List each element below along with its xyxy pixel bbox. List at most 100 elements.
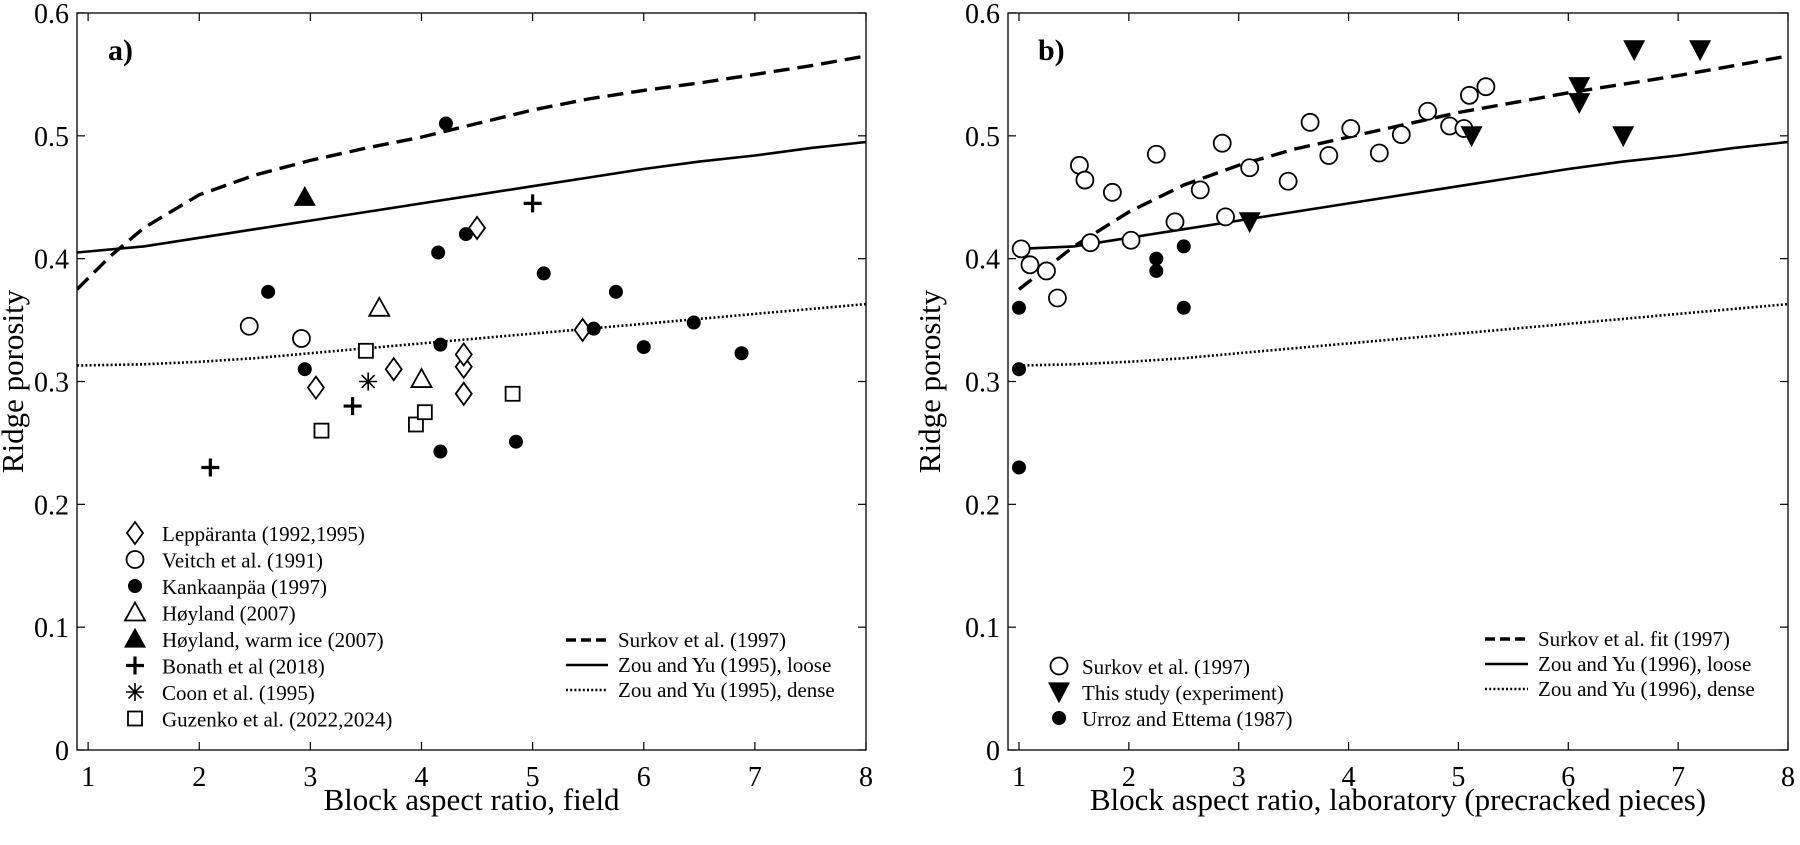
legend-entry-label: Surkov et al. (1997): [1082, 655, 1250, 679]
y-tick-label: 0.1: [34, 613, 69, 644]
x-tick-label: 6: [637, 762, 651, 793]
legend-entry-label: Høyland, warm ice (2007): [162, 628, 384, 652]
y-tick-label: 0.6: [965, 0, 1000, 30]
legend-entry-label: Zou and Yu (1996), loose: [1538, 652, 1751, 676]
legend-entry-label: Bonath et al (2018): [162, 655, 325, 679]
data-point: [313, 422, 330, 439]
data-point: [536, 266, 551, 281]
legend-entry-label: Zou and Yu (1996), dense: [1538, 677, 1755, 701]
y-tick-label: 0: [986, 736, 1000, 767]
data-point: [1300, 112, 1320, 132]
series-veitch-et-al-1991: [239, 316, 311, 348]
legend-marker: [123, 600, 147, 622]
data-point: [1240, 158, 1260, 178]
data-point: [1011, 239, 1031, 259]
y-tick-label: 0.2: [34, 490, 69, 521]
series-kankaanpaa-1997: [261, 116, 749, 459]
data-point: [1623, 40, 1646, 62]
curve-zou-and-yu-1996-loose: [1018, 140, 1788, 251]
data-point: [1149, 263, 1164, 278]
legend-entry-label: Surkov et al. (1997): [618, 628, 786, 652]
data-point: [1037, 261, 1056, 281]
data-point: [1238, 212, 1261, 234]
data-point: [358, 342, 374, 359]
data-point: [1391, 125, 1411, 145]
data-point: [1165, 212, 1185, 232]
legend-marker: [125, 520, 145, 546]
data-point: [523, 194, 542, 213]
series-urroz-and-ettema-1987: [1011, 239, 1191, 475]
legend-points: Surkov et al. (1997)This study (experime…: [1048, 655, 1293, 731]
series-coon-et-al-1995: [359, 372, 378, 391]
data-point: [1102, 182, 1122, 202]
data-point: [504, 385, 521, 402]
data-point: [343, 397, 362, 416]
legend-marker: [123, 627, 147, 648]
x-tick-label: 1: [1012, 762, 1026, 793]
x-tick-label: 8: [859, 762, 873, 793]
data-point: [1190, 180, 1210, 200]
x-tick-label: 3: [303, 762, 317, 793]
x-tick-label: 2: [192, 762, 206, 793]
legend-entry-label: Surkov et al. fit (1997): [1538, 627, 1730, 651]
y-tick-label: 0.4: [965, 245, 1000, 276]
data-point: [433, 337, 448, 352]
data-point: [608, 284, 623, 299]
data-point: [1080, 233, 1100, 253]
data-point: [734, 346, 749, 361]
series-surkov-et-al-1997: [1011, 77, 1496, 308]
data-point: [1176, 300, 1191, 315]
curve-zou-and-yu-1995-loose: [77, 140, 866, 254]
legend-marker: [126, 656, 144, 675]
data-point: [1216, 207, 1235, 227]
data-point: [1476, 77, 1496, 97]
data-point: [201, 458, 220, 477]
legend-points: Leppäranta (1992,1995) Veitch et al. (199…: [123, 520, 392, 732]
data-point: [1418, 101, 1438, 121]
legend-marker: [1052, 711, 1066, 725]
data-point: [1689, 40, 1712, 62]
legend-entry-label: Guzenko et al. (2022,2024): [162, 708, 392, 732]
data-point: [1212, 133, 1232, 153]
y-tick-label: 0.6: [34, 0, 69, 30]
data-point: [1075, 170, 1095, 190]
curve-surkov-et-al-1997: [77, 54, 866, 291]
data-point: [686, 315, 701, 330]
y-tick-label: 0.4: [34, 245, 69, 276]
x-axis-label: Block aspect ratio, field: [323, 782, 620, 817]
data-point: [1341, 119, 1361, 138]
legend-entry-label: Zou and Yu (1995), loose: [618, 653, 831, 677]
data-point: [359, 372, 378, 391]
data-point: [367, 295, 391, 317]
data-point: [261, 284, 276, 299]
data-point: [1121, 230, 1141, 250]
data-point: [1612, 126, 1635, 148]
legend-entry-label: Zou and Yu (1995), dense: [618, 678, 835, 702]
data-point: [1011, 300, 1026, 315]
legend-entry-label: Veitch et al. (1991): [162, 549, 323, 573]
legend-entry-label: Leppäranta (1992,1995): [162, 522, 365, 546]
data-point: [438, 116, 453, 131]
panel-b: 1 2 3 4 5 6 7 8 0 0.1 0.2 0.3 0.4 0.5 0.6 Block aspect …: [912, 0, 1795, 817]
panel-label: a): [108, 34, 133, 67]
curve-zou-and-yu-1996-dense: [1018, 302, 1788, 367]
data-point: [1011, 460, 1026, 475]
panel-label: b): [1038, 34, 1065, 67]
data-point: [433, 444, 448, 459]
data-point: [1369, 143, 1389, 163]
y-tick-label: 0.1: [965, 613, 1000, 644]
x-tick-label: 4: [414, 762, 428, 793]
data-point: [293, 186, 316, 206]
data-point: [306, 375, 326, 401]
y-tick-label: 0.3: [34, 368, 69, 399]
legend-marker: [127, 710, 143, 727]
x-tick-label: 2: [1122, 762, 1136, 793]
data-point: [1011, 362, 1026, 377]
data-point: [467, 215, 487, 241]
legend-entry-label: Urroz and Ettema (1987): [1082, 707, 1293, 731]
data-point: [292, 329, 311, 348]
x-tick-label: 6: [1561, 762, 1575, 793]
panel-a: 1 2 3 4 5 6 7 8 0 0.1 0.2 0.3 0.4 0.5 0.6 Block aspect …: [0, 0, 873, 817]
data-point: [409, 367, 434, 388]
series-lepparanta-1992-1995: [306, 215, 592, 407]
